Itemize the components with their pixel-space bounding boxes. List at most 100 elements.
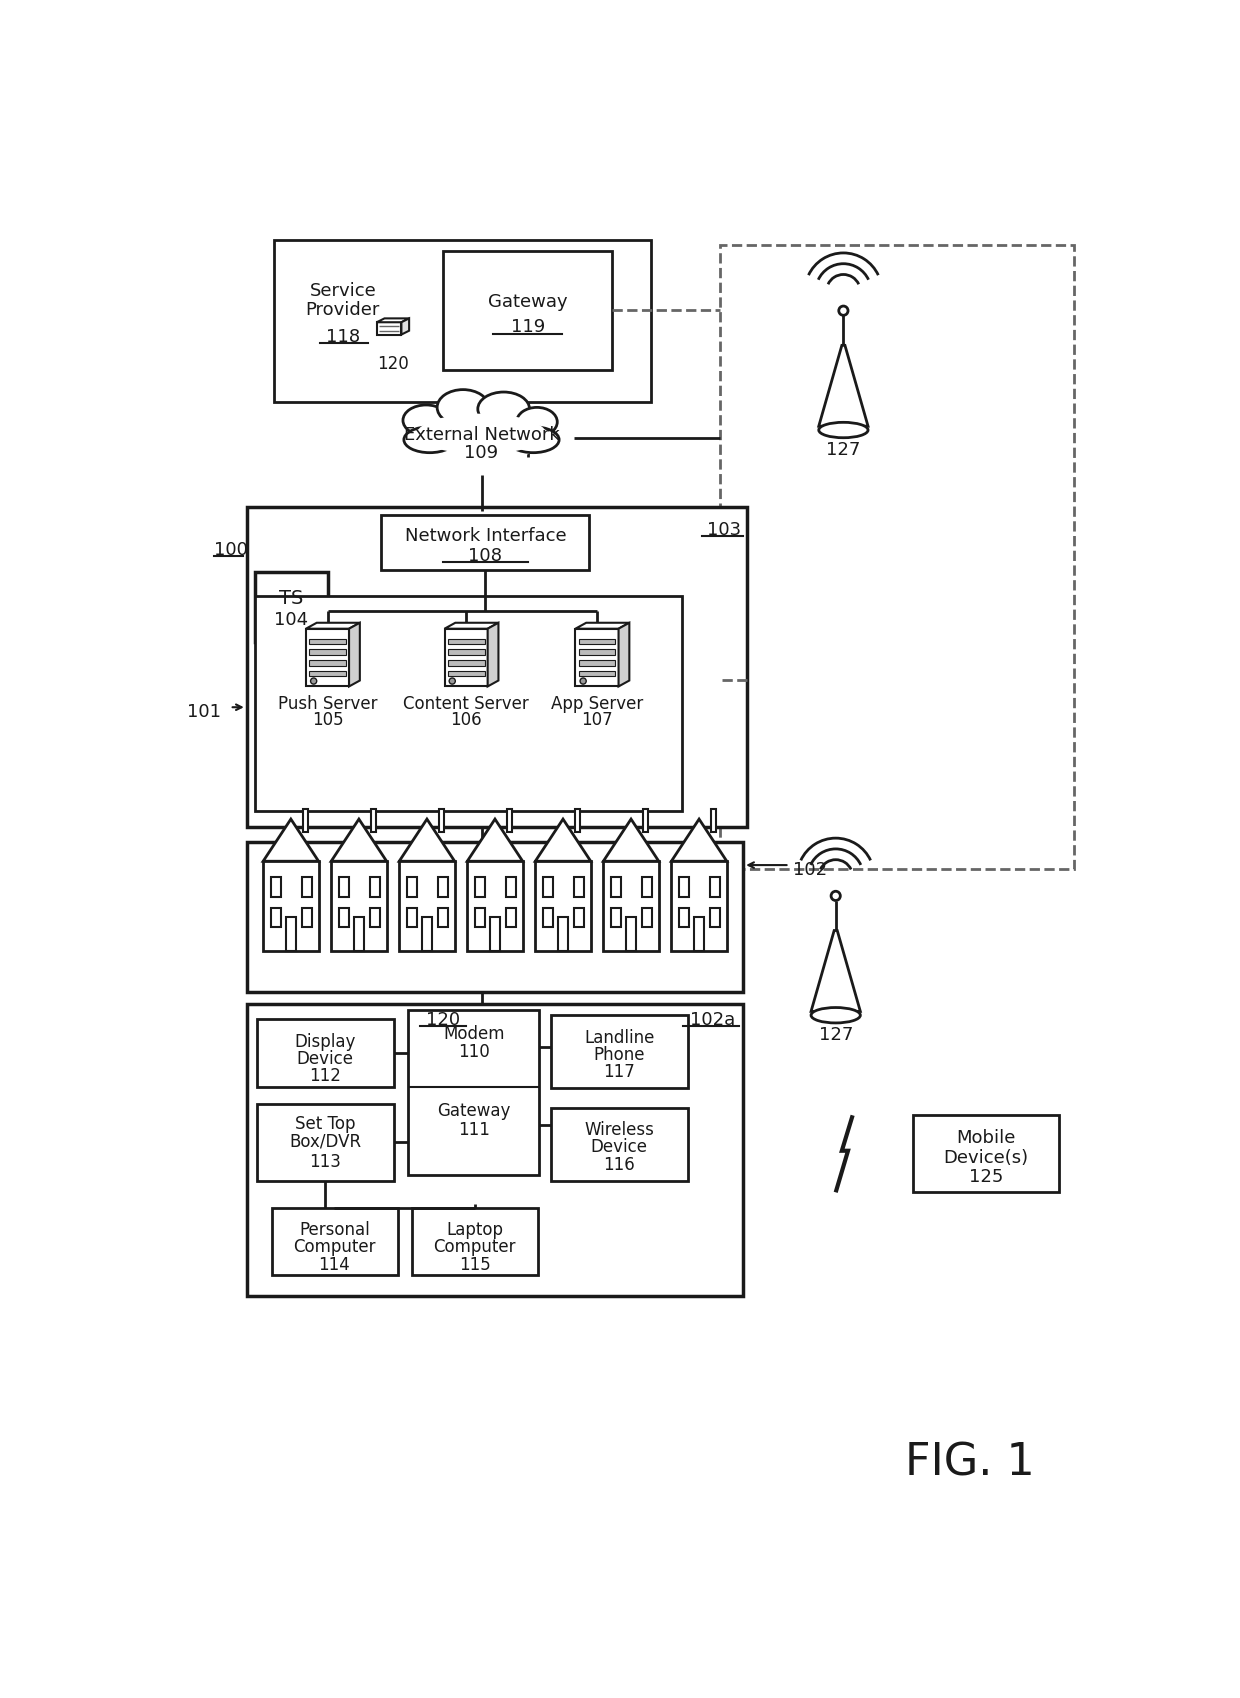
- Bar: [536, 861, 590, 951]
- Polygon shape: [671, 820, 727, 861]
- Ellipse shape: [818, 423, 868, 438]
- Polygon shape: [331, 820, 387, 861]
- Text: FIG. 1: FIG. 1: [905, 1440, 1034, 1484]
- Text: Computer: Computer: [433, 1238, 516, 1255]
- Text: Mobile: Mobile: [956, 1127, 1016, 1146]
- Ellipse shape: [507, 428, 559, 453]
- Bar: [913, 1116, 1059, 1192]
- Bar: [642, 878, 652, 898]
- Bar: [438, 878, 448, 898]
- Bar: [445, 630, 487, 688]
- Ellipse shape: [412, 416, 551, 460]
- Bar: [371, 808, 376, 832]
- Text: Device(s): Device(s): [944, 1148, 1028, 1167]
- Polygon shape: [445, 623, 498, 630]
- Bar: [272, 1207, 398, 1275]
- Text: External Network: External Network: [404, 426, 559, 443]
- Text: 120: 120: [425, 1010, 460, 1029]
- Bar: [370, 878, 379, 898]
- Bar: [694, 917, 704, 951]
- Text: 111: 111: [458, 1121, 490, 1139]
- Bar: [331, 861, 387, 951]
- Bar: [407, 878, 417, 898]
- Text: 109: 109: [465, 443, 498, 462]
- Polygon shape: [619, 623, 630, 688]
- Bar: [399, 861, 455, 951]
- Ellipse shape: [517, 408, 557, 438]
- Bar: [303, 808, 308, 832]
- Polygon shape: [821, 348, 867, 426]
- Text: Device: Device: [296, 1049, 353, 1066]
- Bar: [443, 251, 613, 370]
- Text: TS: TS: [279, 588, 304, 608]
- Bar: [579, 650, 615, 655]
- Bar: [263, 861, 319, 951]
- Bar: [255, 574, 329, 642]
- Ellipse shape: [477, 392, 529, 426]
- Polygon shape: [812, 934, 859, 1012]
- Bar: [382, 516, 589, 571]
- Bar: [412, 1207, 538, 1275]
- Bar: [339, 878, 348, 898]
- Text: 127: 127: [826, 441, 861, 458]
- Bar: [407, 908, 417, 927]
- Text: 113: 113: [309, 1151, 341, 1170]
- Text: 117: 117: [604, 1063, 635, 1082]
- Bar: [270, 908, 280, 927]
- Bar: [257, 1019, 394, 1087]
- Text: Content Server: Content Server: [403, 694, 529, 713]
- Circle shape: [310, 679, 316, 684]
- Bar: [579, 661, 615, 666]
- Text: 125: 125: [968, 1168, 1003, 1185]
- Bar: [247, 508, 748, 827]
- Bar: [448, 650, 485, 655]
- Polygon shape: [604, 820, 658, 861]
- Bar: [247, 842, 743, 993]
- Text: 110: 110: [458, 1043, 490, 1061]
- Bar: [712, 808, 715, 832]
- Polygon shape: [536, 820, 590, 861]
- Text: Modem: Modem: [443, 1024, 505, 1043]
- Bar: [423, 917, 433, 951]
- Bar: [626, 917, 636, 951]
- Bar: [408, 1010, 539, 1175]
- Text: Device: Device: [590, 1138, 647, 1155]
- Text: Provider: Provider: [306, 301, 381, 319]
- Bar: [370, 908, 379, 927]
- Ellipse shape: [811, 1009, 861, 1024]
- Ellipse shape: [417, 414, 546, 455]
- Text: 116: 116: [604, 1155, 635, 1173]
- Circle shape: [449, 679, 455, 684]
- Bar: [711, 908, 720, 927]
- Bar: [301, 878, 311, 898]
- Polygon shape: [487, 623, 498, 688]
- Bar: [377, 323, 402, 335]
- Bar: [579, 672, 615, 678]
- Polygon shape: [402, 319, 409, 335]
- Text: Laptop: Laptop: [446, 1219, 503, 1238]
- Bar: [671, 861, 727, 951]
- Bar: [270, 878, 280, 898]
- Text: 104: 104: [274, 610, 309, 628]
- Text: Wireless: Wireless: [584, 1121, 655, 1139]
- Text: Personal: Personal: [299, 1219, 370, 1238]
- Text: App Server: App Server: [551, 694, 644, 713]
- Bar: [551, 1109, 688, 1182]
- Polygon shape: [467, 820, 523, 861]
- Text: 101: 101: [187, 703, 221, 720]
- Bar: [309, 672, 346, 678]
- Text: Push Server: Push Server: [278, 694, 377, 713]
- Bar: [255, 596, 682, 812]
- Polygon shape: [263, 820, 319, 861]
- Text: 127: 127: [818, 1026, 853, 1044]
- Polygon shape: [818, 346, 868, 426]
- Bar: [604, 861, 658, 951]
- Text: 114: 114: [319, 1255, 351, 1274]
- Text: 107: 107: [582, 710, 613, 728]
- Polygon shape: [306, 623, 360, 630]
- Bar: [574, 878, 584, 898]
- Bar: [574, 908, 584, 927]
- Bar: [439, 808, 444, 832]
- Polygon shape: [377, 319, 409, 323]
- Text: 119: 119: [511, 318, 544, 336]
